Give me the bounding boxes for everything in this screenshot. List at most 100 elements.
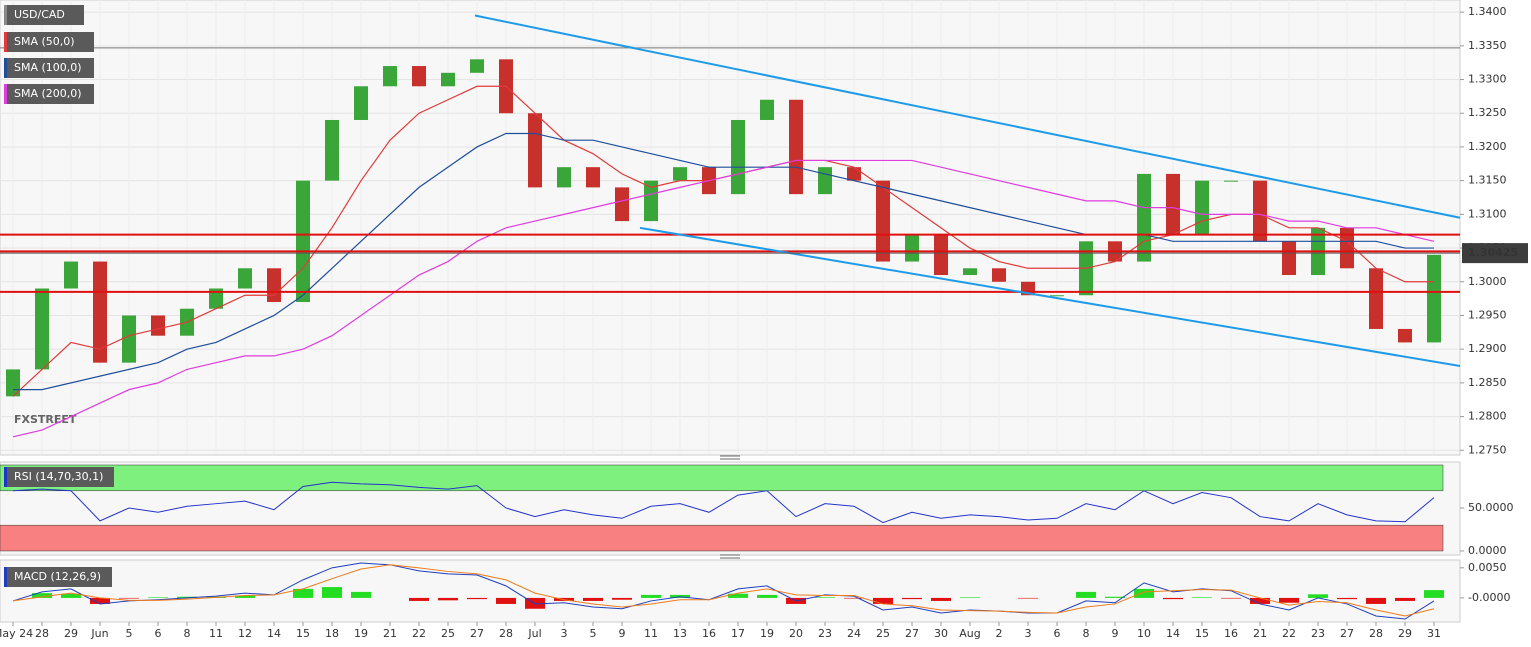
macd-histogram-bar: [1395, 597, 1415, 601]
y-tick-label: 1.3150: [1468, 174, 1507, 187]
legend-box[interactable]: [4, 84, 94, 104]
y-tick-label: -0.0000: [1468, 591, 1510, 604]
candle: [441, 72, 455, 87]
x-tick-label: 27: [470, 627, 484, 640]
candle: [383, 66, 397, 87]
rsi-band: [0, 524, 1444, 552]
x-tick-label: 3: [1025, 627, 1032, 640]
x-tick-label: 24: [847, 627, 861, 640]
legend-swatch: [4, 58, 7, 78]
y-tick-label: 1.2950: [1468, 308, 1507, 321]
x-tick-label: 21: [383, 627, 397, 640]
trend-line: [474, 14, 1461, 219]
legend-swatch: [4, 5, 7, 25]
macd-histogram-bar: [1192, 597, 1212, 598]
x-tick-label: Jun: [90, 627, 108, 640]
legend-label: USD/CAD: [14, 8, 65, 21]
x-tick-label: 15: [296, 627, 310, 640]
candle: [818, 167, 832, 195]
legend-label: MACD (12,26,9): [14, 570, 101, 583]
x-tick-label: 25: [441, 627, 455, 640]
candle: [528, 113, 542, 188]
x-tick-label: 19: [354, 627, 368, 640]
x-tick-label: 16: [1224, 627, 1238, 640]
macd-histogram-bar: [1163, 597, 1183, 600]
candle: [934, 234, 948, 276]
x-tick-label: 9: [619, 627, 626, 640]
macd-histogram-bar: [90, 597, 110, 604]
candle: [267, 268, 281, 302]
sma-line: [13, 132, 1434, 391]
x-tick-label: Jul: [527, 627, 541, 640]
candle: [1050, 295, 1064, 297]
macd-histogram-bar: [757, 594, 777, 598]
macd-histogram-bar: [1221, 597, 1241, 599]
macd-histogram-bar: [1105, 596, 1125, 598]
legend-swatch: [4, 467, 7, 487]
x-tick-label: 21: [1253, 627, 1267, 640]
x-tick-label: 8: [184, 627, 191, 640]
x-tick-label: 25: [876, 627, 890, 640]
x-tick-label: 27: [1340, 627, 1354, 640]
macd-histogram-bar: [1018, 597, 1038, 599]
x-tick-label: 5: [126, 627, 133, 640]
candle: [354, 86, 368, 120]
legend-box[interactable]: [4, 567, 112, 587]
legend-swatch: [4, 567, 7, 587]
macd-histogram-bar: [467, 597, 487, 600]
candle: [412, 66, 426, 87]
macd-histogram-bar: [1250, 597, 1270, 604]
x-tick-label: Aug: [959, 627, 980, 640]
macd-histogram-bar: [409, 597, 429, 601]
last-price-box: [1462, 243, 1528, 264]
legend-box[interactable]: [4, 58, 94, 78]
macd-histogram-bar: [815, 597, 835, 598]
candle: [1282, 241, 1296, 276]
x-tick-label: 14: [267, 627, 281, 640]
x-tick-label: 31: [1427, 627, 1441, 640]
candle: [35, 288, 49, 370]
x-tick-label: 22: [412, 627, 426, 640]
candle: [122, 315, 136, 363]
x-tick-label: 6: [1054, 627, 1061, 640]
candle: [1369, 268, 1383, 329]
macd-histogram-bar: [1279, 597, 1299, 603]
candle: [325, 119, 339, 181]
legend-box[interactable]: [4, 32, 94, 52]
legend-label: SMA (100,0): [14, 61, 82, 74]
macd-histogram-bar: [293, 588, 313, 598]
x-tick-label: 5: [590, 627, 597, 640]
legend-box[interactable]: [4, 5, 84, 25]
candle: [209, 288, 223, 309]
candle: [1340, 227, 1354, 269]
candle: [586, 167, 600, 188]
x-tick-label: 13: [673, 627, 687, 640]
candle: [644, 180, 658, 222]
legend-box[interactable]: [4, 467, 114, 487]
macd-panel: [0, 559, 1461, 623]
rsi-band: [0, 464, 1444, 492]
candle: [905, 234, 919, 262]
macd-histogram-bar: [235, 595, 255, 598]
macd-line: [12, 564, 1435, 617]
candle: [151, 315, 165, 336]
macd-histogram-bar: [1366, 597, 1386, 604]
candle: [992, 268, 1006, 282]
candle: [963, 268, 977, 276]
candle: [876, 180, 890, 262]
candle: [760, 99, 774, 120]
trend-line: [639, 226, 1461, 368]
x-tick-label: 10: [1137, 627, 1151, 640]
y-tick-label: 1.3000: [1468, 275, 1507, 288]
y-tick-label: 1.3250: [1468, 106, 1507, 119]
x-tick-label: 14: [1166, 627, 1180, 640]
macd-histogram-bar: [119, 597, 139, 599]
macd-histogram-bar: [438, 597, 458, 601]
panel-grip[interactable]: [720, 455, 740, 559]
y-tick-label: 1.2900: [1468, 342, 1507, 355]
legend-label: SMA (200,0): [14, 87, 82, 100]
x-tick-label: 23: [1311, 627, 1325, 640]
macd-histogram-bar: [322, 587, 342, 598]
x-tick-label: 19: [760, 627, 774, 640]
candle: [1137, 173, 1151, 262]
